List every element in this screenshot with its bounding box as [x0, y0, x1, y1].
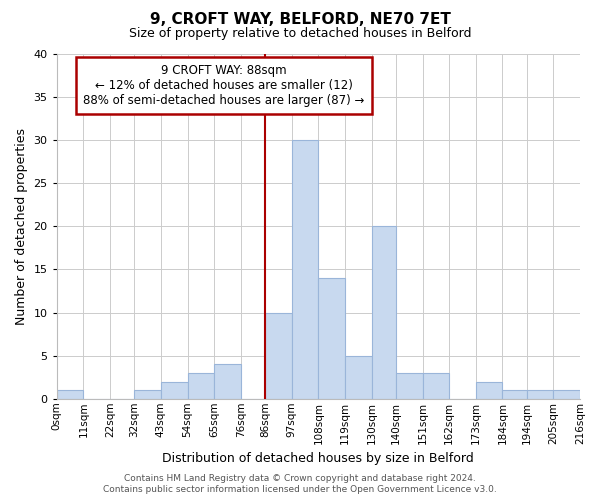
Y-axis label: Number of detached properties: Number of detached properties	[15, 128, 28, 325]
Bar	[57, 390, 83, 399]
Bar	[422, 373, 449, 399]
Bar	[188, 373, 214, 399]
Bar	[396, 373, 422, 399]
Bar	[553, 390, 580, 399]
Bar	[134, 390, 161, 399]
Bar	[345, 356, 371, 399]
Bar	[527, 390, 553, 399]
Bar	[319, 278, 345, 399]
Text: 9 CROFT WAY: 88sqm
← 12% of detached houses are smaller (12)
88% of semi-detache: 9 CROFT WAY: 88sqm ← 12% of detached hou…	[83, 64, 365, 108]
Text: Contains HM Land Registry data © Crown copyright and database right 2024.
Contai: Contains HM Land Registry data © Crown c…	[103, 474, 497, 494]
Bar	[265, 312, 292, 399]
Text: 9, CROFT WAY, BELFORD, NE70 7ET: 9, CROFT WAY, BELFORD, NE70 7ET	[149, 12, 451, 28]
X-axis label: Distribution of detached houses by size in Belford: Distribution of detached houses by size …	[163, 452, 474, 465]
Bar	[161, 382, 188, 399]
Text: Size of property relative to detached houses in Belford: Size of property relative to detached ho…	[129, 28, 471, 40]
Bar	[502, 390, 527, 399]
Bar	[371, 226, 396, 399]
Bar	[476, 382, 502, 399]
Bar	[214, 364, 241, 399]
Bar	[292, 140, 319, 399]
